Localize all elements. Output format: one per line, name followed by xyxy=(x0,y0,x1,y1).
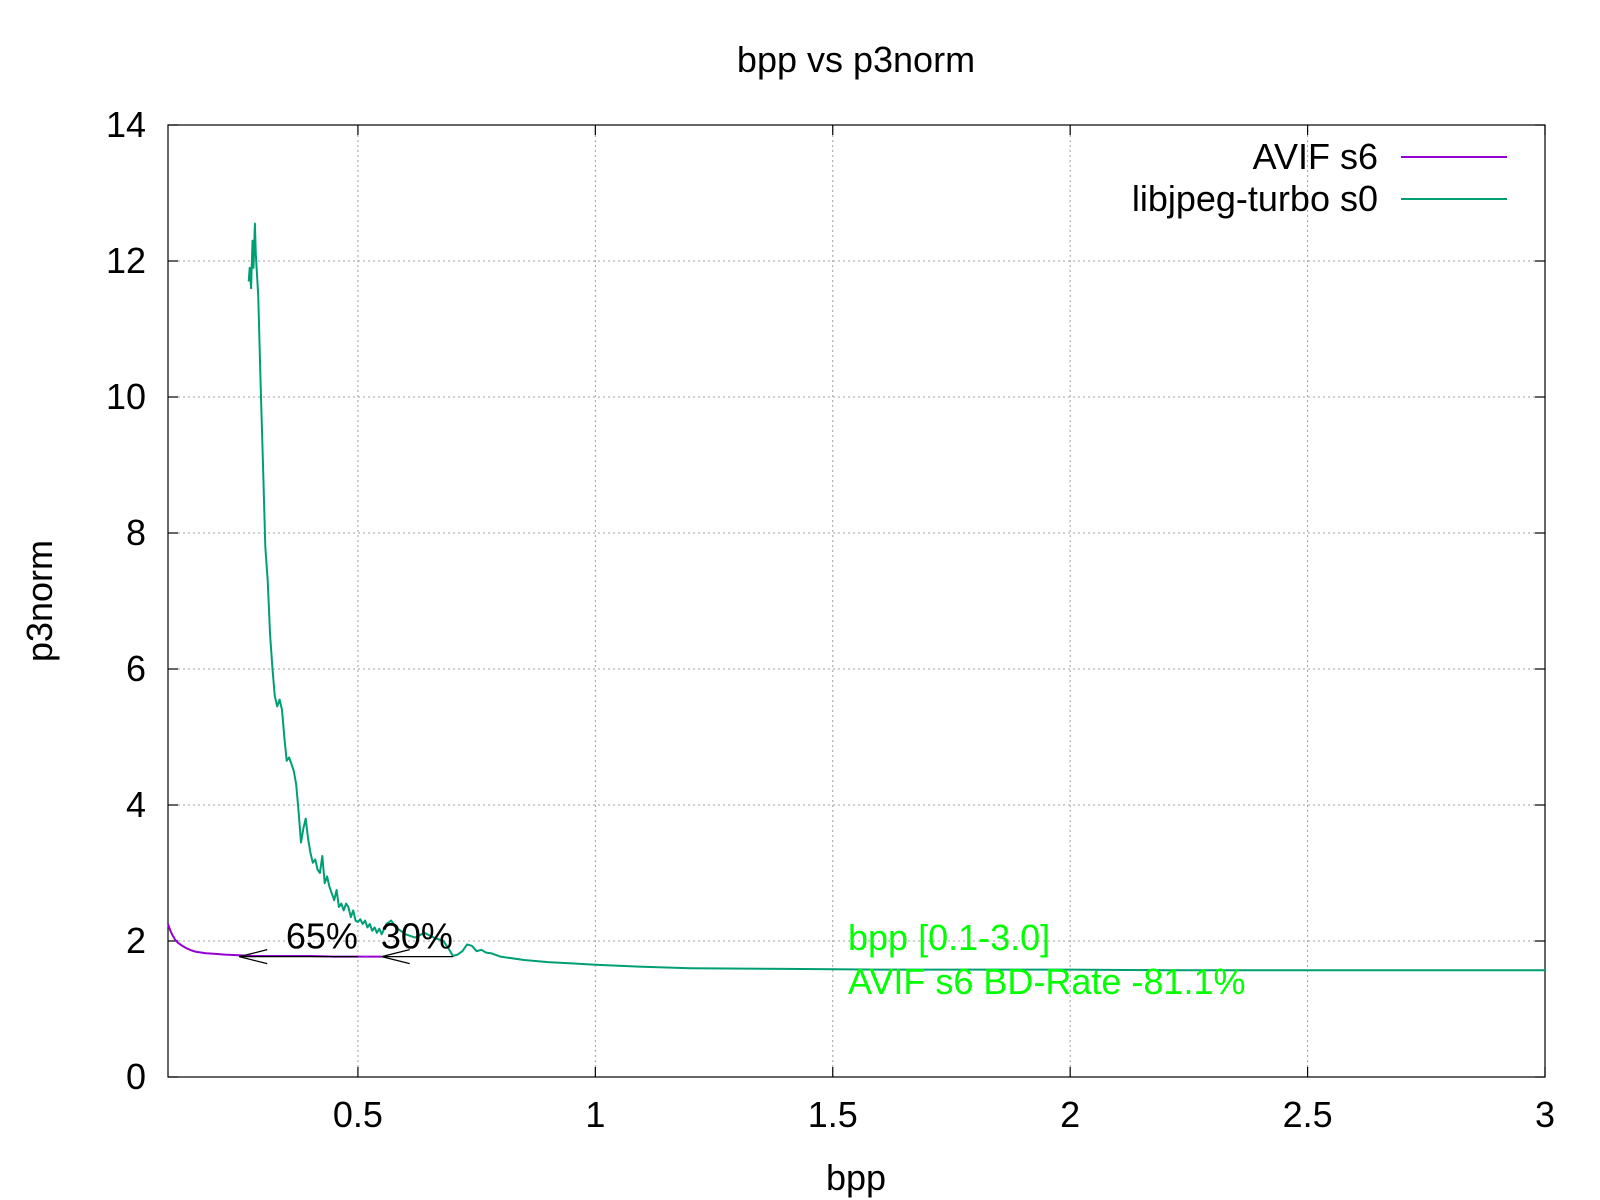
y-tick-label: 2 xyxy=(126,920,146,961)
y-tick-label: 6 xyxy=(126,648,146,689)
x-tick-label: 2.5 xyxy=(1283,1094,1333,1135)
annotation-arrowhead xyxy=(381,949,410,965)
summary-annotation: bpp [0.1-3.0] AVIF s6 BD-Rate -81.1% xyxy=(848,917,1245,1002)
y-tick-label: 10 xyxy=(106,376,146,417)
x-tick-label: 3 xyxy=(1535,1094,1555,1135)
annotations: 65% 30% xyxy=(239,916,453,965)
annotation-arrowhead xyxy=(239,949,268,965)
annotation-label: 30% xyxy=(381,916,453,957)
y-axis-label: p3norm xyxy=(19,540,60,662)
grid-lines xyxy=(168,125,1545,1077)
legend-label: AVIF s6 xyxy=(1253,136,1378,177)
annotation-label: 65% xyxy=(286,916,358,957)
summary-bd-rate-label: AVIF s6 BD-Rate -81.1% xyxy=(848,961,1245,1002)
plot-area-border xyxy=(167,124,1546,1078)
y-tick-label: 12 xyxy=(106,240,146,281)
y-tick-label: 0 xyxy=(126,1056,146,1097)
x-tick-label: 2 xyxy=(1060,1094,1080,1135)
x-axis-label: bpp xyxy=(826,1157,886,1198)
chart-title: bpp vs p3norm xyxy=(737,39,975,80)
summary-range-label: bpp [0.1-3.0] xyxy=(848,917,1050,958)
y-tick-label: 8 xyxy=(126,512,146,553)
x-tick-label: 0.5 xyxy=(333,1094,383,1135)
y-tick-label: 4 xyxy=(126,784,146,825)
y-tick-label: 14 xyxy=(106,104,146,145)
x-tick-label: 1 xyxy=(585,1094,605,1135)
axis-ticks: 0.5 1 1.5 2 2.5 3 0 2 4 6 8 10 12 14 xyxy=(106,104,1555,1135)
x-tick-label: 1.5 xyxy=(808,1094,858,1135)
legend-label: libjpeg-turbo s0 xyxy=(1132,178,1378,219)
series-line-1 xyxy=(247,222,1545,972)
